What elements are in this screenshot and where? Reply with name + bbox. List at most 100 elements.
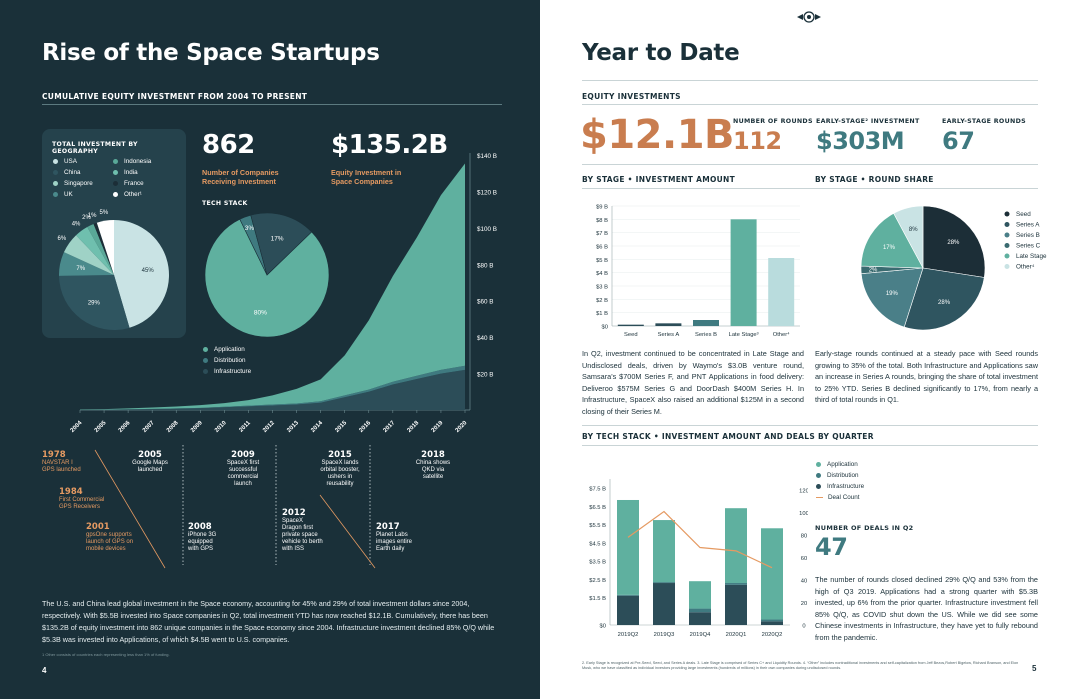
y-tick-label: $0 [600, 624, 606, 630]
timeline-year: 1978 [42, 450, 66, 460]
legend-swatch [1004, 232, 1010, 238]
legend-swatch [816, 461, 821, 467]
y-tick-label: $1 B [596, 311, 608, 317]
timeline-event: 2017 Planet Labs images entire Earth dail… [376, 522, 412, 553]
bar [768, 258, 795, 326]
tech-label: 17% [271, 235, 284, 242]
stage-paragraph-left: In Q2, investment continued to be concen… [582, 349, 804, 416]
geography-title: TOTAL INVESTMENT BY GEOGRAPHY [52, 141, 138, 155]
y-tick-label: $60 B [477, 299, 493, 306]
legend-swatch [203, 357, 208, 363]
legend-swatch [113, 191, 118, 197]
legend-swatch [53, 169, 58, 175]
stage-slice [903, 267, 985, 331]
page-number: 4 [42, 666, 47, 675]
timeline-year: 2001 [86, 522, 110, 532]
timeline-year: 2009 [231, 450, 255, 460]
legend-label: China [64, 169, 81, 176]
geo-label: 7% [76, 266, 85, 272]
divider [582, 425, 1038, 426]
legend-label: Singapore [64, 180, 93, 187]
timeline-text: First Commercial GPS Receivers [59, 497, 105, 510]
geo-label: 2% [82, 215, 91, 221]
bar-distribution [689, 608, 711, 613]
timeline-text: Google Maps launched [132, 460, 168, 473]
timeline-year: 2015 [328, 450, 352, 460]
divider [582, 445, 1038, 446]
x-tick-label: 2009 [190, 420, 204, 434]
tech-label: 3% [245, 225, 255, 232]
y-tick-label: $6 B [596, 245, 608, 251]
timeline-connectors [94, 445, 376, 569]
legend-label: France [124, 180, 144, 187]
deals-paragraph: The number of rounds closed declined 29%… [815, 575, 1038, 642]
x-tick-label: 2013 [286, 420, 300, 434]
stage-label: 17% [883, 245, 896, 251]
x-tick-label: 2004 [70, 420, 84, 434]
quarterly-combo-chart: $0 $1.5 B $2.5 B $3.5 B $4.5 B $5.5 B $6.5 B $7… [589, 479, 808, 638]
legend-label: Series A [1016, 222, 1040, 229]
legend-item: Infrastructure [203, 368, 251, 379]
footnote: 1 Other consists of countries each repre… [42, 652, 170, 657]
geo-label: 45% [142, 268, 155, 274]
timeline-text: iPhone 3G equipped with GPS [188, 532, 217, 552]
stage-label: 19% [886, 291, 899, 297]
x-tick-label: 2008 [166, 420, 180, 434]
x-tick-label: Late Stage³ [729, 332, 759, 338]
tech-heading: BY TECH STACK • INVESTMENT AMOUNT AND DE… [582, 432, 874, 441]
bar [730, 219, 757, 326]
timeline-year: 2008 [188, 522, 212, 532]
legend-item: Distribution [816, 472, 864, 483]
geo-label: 4% [72, 221, 81, 227]
geo-label: 29% [88, 300, 101, 306]
legend-swatch [53, 180, 58, 186]
geo-slice [87, 223, 114, 275]
left-page: Rise of the Space Startups CUMULATIVE EQ… [0, 0, 540, 699]
bar [655, 323, 682, 326]
bar-infrastructure [653, 583, 675, 625]
x-tick-label: 2018 [407, 420, 421, 434]
bar-application [617, 499, 639, 595]
rounds-value: 112 [733, 127, 782, 155]
cumulative-area-chart: $140 B $120 B $100 B $80 B $60 B $40 B $20 B 20… [70, 153, 497, 434]
x-tick-label: 2015 [334, 420, 348, 434]
legend-label: Indonesia [124, 158, 152, 165]
early-investment-value: $303M [816, 127, 905, 155]
bar [693, 320, 719, 326]
geography-pie-chart: 45% 29% 7% 6% 4%2%1%5% [58, 210, 169, 330]
y-tick-label: $7 B [596, 231, 608, 237]
timeline-event: 2005 Google Maps launched [130, 450, 170, 474]
legend-item: France [113, 180, 144, 191]
x-tick-label: 2019 [431, 420, 445, 434]
page-number: 5 [1032, 664, 1037, 673]
timeline-event: 2008 iPhone 3G equipped with GPS [188, 522, 216, 553]
tech-label: 80% [254, 309, 267, 316]
y2-tick-label: 20 [801, 601, 807, 607]
legend-swatch [203, 368, 208, 374]
bar [617, 324, 644, 326]
legend-label: USA [64, 158, 77, 165]
x-tick-label: Series B [695, 332, 717, 338]
legend-label: UK [64, 191, 73, 198]
geo-slice [76, 226, 114, 275]
timeline-year: 2018 [421, 450, 445, 460]
section-subtitle: CUMULATIVE EQUITY INVESTMENT FROM 2004 T… [42, 92, 308, 101]
legend-item: Indonesia [113, 158, 151, 169]
stage-slice [860, 212, 924, 269]
y2-tick-label: 120 [799, 489, 808, 495]
x-tick-label: 2014 [310, 420, 324, 434]
total-investment-value: $135.2B [331, 130, 448, 160]
geo-slice [93, 222, 114, 275]
timeline-year: 2017 [376, 522, 400, 532]
y2-tick-label: 80 [801, 534, 807, 540]
footnote: 2. Early Stage is recognized at Pre-Seed… [582, 661, 1019, 670]
legend-item: Other¹ [113, 191, 142, 202]
bar-infrastructure [761, 621, 783, 625]
companies-label: Number of Companies Receiving Investment [202, 168, 279, 186]
legend-label: Late Stage [1016, 253, 1047, 260]
area-series-application [80, 163, 465, 410]
stage-amount-heading: BY STAGE • INVESTMENT AMOUNT [582, 175, 736, 184]
legend-swatch [1004, 222, 1010, 227]
ytd-investment-value: $12.1B [580, 112, 735, 158]
legend-item: Infrastructure [816, 483, 864, 494]
